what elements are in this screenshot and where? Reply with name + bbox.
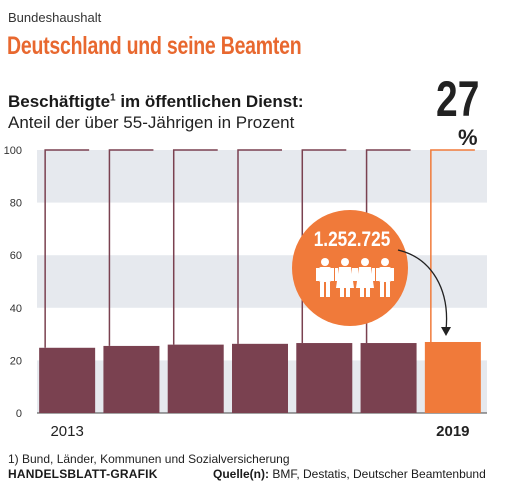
bar	[103, 345, 160, 413]
subtitle-regular: Anteil der über 55-Jährigen in Prozent	[8, 113, 295, 132]
highlight-value: 27	[436, 71, 480, 127]
bars	[39, 149, 481, 413]
source-label: Quelle(n):	[213, 467, 269, 481]
y-tick-label: 60	[10, 250, 22, 262]
arrow-head-icon	[441, 327, 451, 336]
y-tick-label: 100	[4, 145, 22, 157]
bar-chart: 0 20 40 60 80 100 2013 2019 1.252.725	[4, 145, 487, 440]
footnote-marker: 1	[110, 92, 116, 104]
y-tick-label: 40	[10, 303, 22, 315]
x-tick-label: 2019	[436, 423, 469, 440]
source: Quelle(n): BMF, Destatis, Deutscher Beam…	[213, 467, 486, 481]
subtitle-bold-rest: im öffentlichen Dienst:	[115, 92, 304, 111]
bar	[167, 344, 224, 413]
bar	[296, 343, 353, 413]
bar-outline	[237, 149, 282, 344]
x-tick-label: 2013	[50, 423, 83, 440]
bar	[360, 343, 417, 413]
y-tick-label: 80	[10, 198, 22, 210]
bar	[424, 341, 481, 413]
bar	[232, 343, 288, 413]
callout-number: 1.252.725	[314, 229, 391, 252]
highlight-unit: %	[458, 125, 478, 150]
bar-outline	[44, 149, 90, 348]
callout-arrow	[397, 249, 448, 331]
bar-outline	[108, 149, 154, 346]
chart-title: Deutschland und seine Beamten	[7, 32, 302, 60]
grid-band	[37, 150, 487, 203]
bar-outline	[430, 149, 475, 342]
source-text: BMF, Destatis, Deutscher Beamtenbund	[269, 467, 486, 481]
footnote: 1) Bund, Länder, Kommunen und Sozialvers…	[8, 452, 290, 466]
y-tick-label: 0	[16, 408, 22, 420]
subtitle-bold: Beschäftigte1 im öffentlichen Dienst:	[8, 92, 304, 112]
kicker: Bundeshaushalt	[8, 10, 102, 25]
subtitle-bold-word: Beschäftigte	[8, 92, 111, 111]
people-icon	[316, 258, 394, 297]
credit: HANDELSBLATT-GRAFIK	[8, 467, 158, 481]
bar	[39, 347, 96, 413]
x-axis-labels: 2013 2019	[50, 423, 469, 440]
bar-outline	[172, 149, 218, 345]
grid-band	[37, 255, 487, 308]
y-tick-label: 20	[10, 355, 22, 367]
